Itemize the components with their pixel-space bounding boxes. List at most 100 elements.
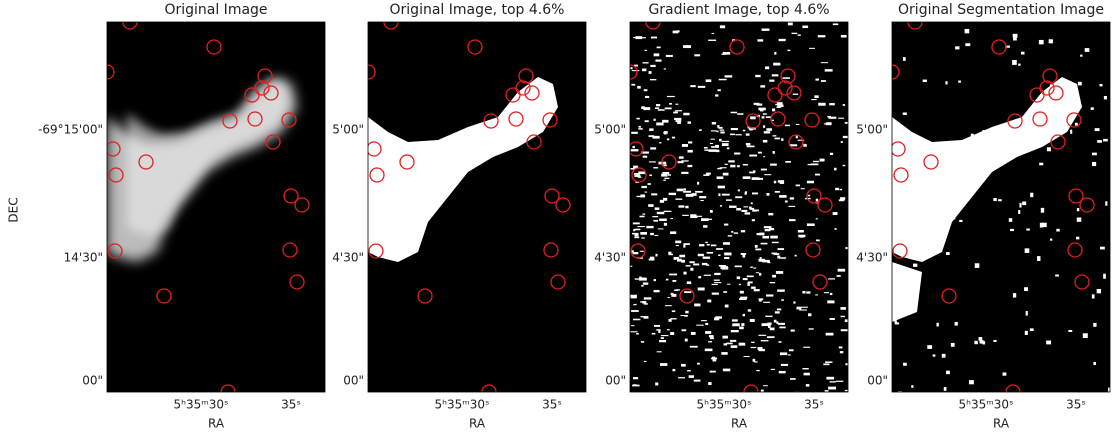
speckle <box>703 225 707 228</box>
mask-speck <box>965 29 970 33</box>
speckle <box>739 343 746 346</box>
speckle <box>649 258 655 260</box>
speckle <box>691 332 696 335</box>
speckle <box>674 257 679 259</box>
speckle <box>753 170 755 172</box>
speckle <box>843 165 846 166</box>
speckle <box>706 79 712 82</box>
speckle <box>845 390 853 391</box>
speckle <box>771 369 775 370</box>
y-tick-label: 4'30" <box>856 251 888 265</box>
speckle <box>699 244 704 246</box>
speckle <box>683 188 685 190</box>
speckle <box>665 107 672 109</box>
speckle <box>761 169 767 171</box>
speckle <box>743 356 749 357</box>
speckle <box>709 335 714 337</box>
mask-speck <box>921 209 924 211</box>
speckle <box>705 331 711 334</box>
speckle <box>797 307 802 310</box>
speckle <box>654 119 656 121</box>
speckle <box>634 237 639 238</box>
speckle <box>830 153 833 155</box>
speckle <box>750 266 753 267</box>
speckle <box>776 271 783 274</box>
x-axis-label: RA <box>208 417 225 431</box>
speckle <box>682 144 688 147</box>
speckle <box>763 156 765 157</box>
speckle <box>710 371 716 373</box>
speckle <box>681 172 688 174</box>
speckle <box>708 382 711 385</box>
speckle <box>796 136 798 139</box>
speckle <box>725 75 733 77</box>
speckle <box>675 198 682 199</box>
mask-speck <box>927 345 932 349</box>
speckle <box>826 333 834 336</box>
y-tick-label: 00" <box>82 374 103 388</box>
speckle <box>649 161 656 162</box>
mask-speck <box>1075 123 1078 126</box>
speckle <box>675 110 682 111</box>
speckle <box>657 351 662 352</box>
mask-speck <box>1038 117 1041 121</box>
speckle <box>641 316 646 317</box>
x-tick-label: 35ˢ <box>542 398 562 412</box>
mask-speck <box>923 80 927 83</box>
speckle <box>643 156 647 158</box>
speckle <box>742 255 745 258</box>
x-tick-label: 5ʰ35ᵐ30ˢ <box>435 398 490 412</box>
speckle <box>731 128 738 130</box>
speckle <box>770 282 776 283</box>
speckle <box>670 218 673 219</box>
speckle <box>751 342 754 343</box>
speckle <box>697 363 700 365</box>
speckle <box>728 160 734 162</box>
speckle <box>685 311 688 314</box>
speckle <box>714 273 720 275</box>
speckle <box>724 224 728 226</box>
speckle <box>632 70 640 71</box>
speckle <box>834 228 836 230</box>
mask-speck <box>974 341 977 344</box>
speckle <box>766 193 769 196</box>
speckle <box>654 279 656 281</box>
speckle <box>690 214 696 216</box>
mask-speck <box>1026 311 1028 316</box>
mask-speck <box>1091 107 1094 110</box>
speckle <box>705 323 708 325</box>
speckle <box>756 104 762 106</box>
speckle <box>688 150 693 153</box>
speckle <box>640 37 646 38</box>
mask-speck <box>911 156 915 159</box>
speckle <box>703 257 710 259</box>
speckle <box>664 223 667 226</box>
speckle <box>670 231 676 234</box>
mask-speck <box>1076 237 1079 240</box>
mask-speck <box>1050 125 1054 128</box>
mask-speck <box>1012 60 1017 65</box>
mask-speck <box>1095 128 1100 131</box>
speckle <box>816 218 818 219</box>
speckle <box>837 275 841 277</box>
mask-speck <box>1104 96 1107 99</box>
speckle <box>698 86 705 88</box>
x-axis-label: RA <box>731 417 748 431</box>
speckle <box>776 321 778 323</box>
speckle <box>666 279 669 281</box>
mask-speck <box>1037 256 1040 261</box>
speckle <box>690 85 695 87</box>
speckle <box>778 102 782 104</box>
speckle <box>751 347 757 348</box>
speckle <box>669 103 672 105</box>
speckle <box>718 193 720 196</box>
mask-speck <box>1050 239 1052 241</box>
speckle <box>722 336 727 339</box>
speckle <box>672 280 676 282</box>
speckle <box>840 197 845 200</box>
speckle <box>698 276 701 278</box>
speckle <box>633 222 640 224</box>
speckle <box>654 325 660 327</box>
speckle <box>749 129 752 130</box>
mask-speck <box>955 46 959 49</box>
